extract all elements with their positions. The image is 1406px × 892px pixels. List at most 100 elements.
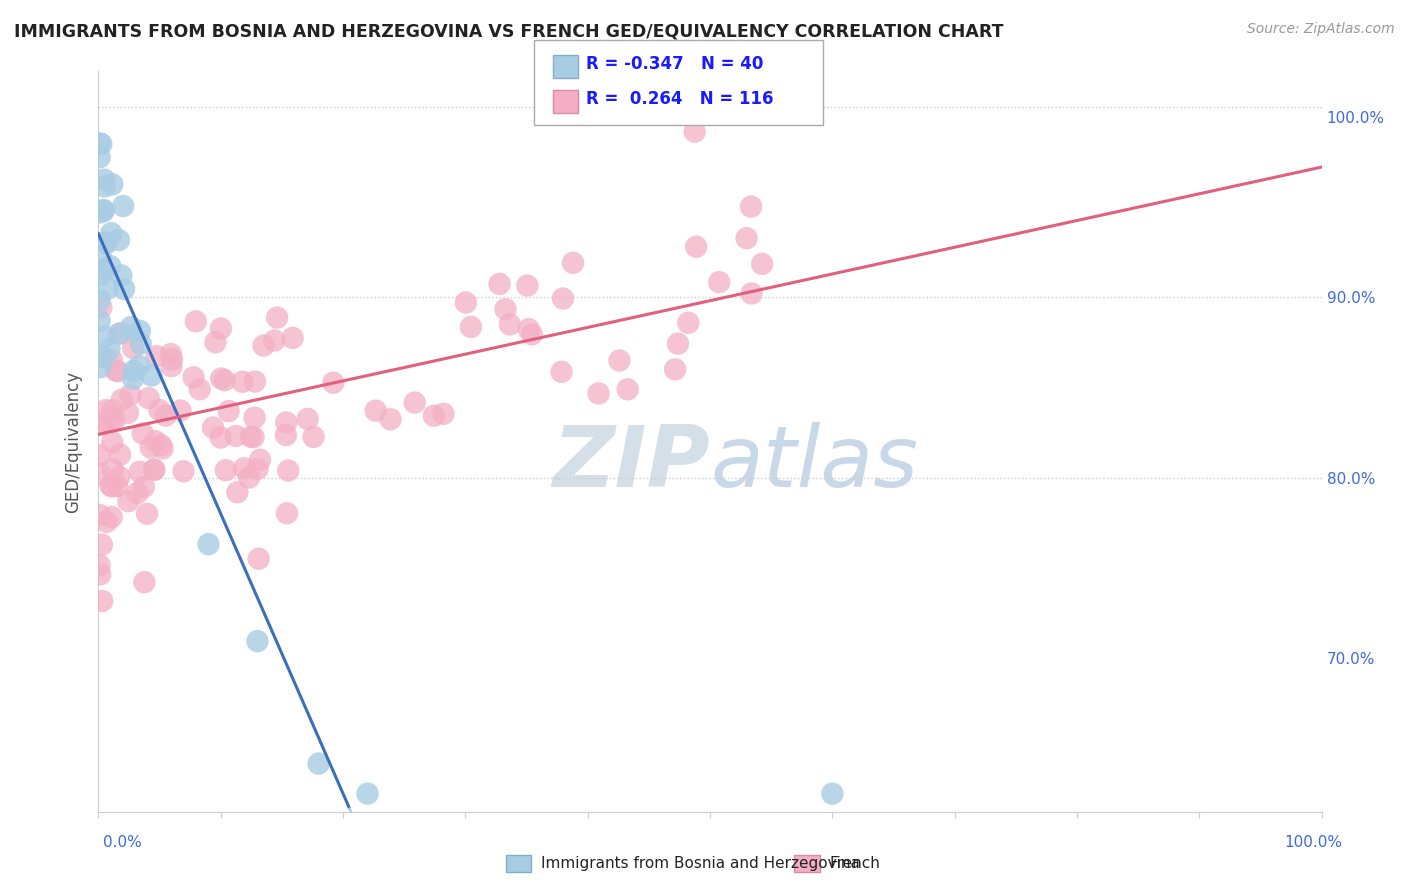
- Point: [103, 413, 125, 427]
- Point: [404, 395, 426, 409]
- Point: [117, 494, 139, 508]
- Point: [266, 310, 288, 325]
- Point: [136, 507, 159, 521]
- Point: [160, 359, 183, 374]
- Point: [215, 463, 238, 477]
- Point: [218, 404, 240, 418]
- Text: 0.0%: 0.0%: [103, 836, 142, 850]
- Point: [89, 205, 111, 219]
- Point: [89, 567, 111, 582]
- Point: [97, 281, 120, 295]
- Text: atlas: atlas: [710, 422, 918, 505]
- Point: [740, 200, 762, 214]
- Point: [105, 479, 128, 493]
- Point: [100, 352, 122, 367]
- Point: [247, 551, 270, 566]
- Point: [94, 329, 117, 343]
- Point: [238, 470, 260, 484]
- Point: [735, 231, 758, 245]
- Point: [246, 462, 269, 476]
- Point: [204, 335, 226, 350]
- Point: [101, 178, 124, 192]
- Point: [666, 336, 689, 351]
- Point: [110, 326, 132, 341]
- Point: [364, 403, 387, 417]
- Point: [101, 462, 124, 476]
- Point: [678, 316, 700, 330]
- Point: [145, 349, 167, 363]
- Point: [685, 240, 707, 254]
- Point: [138, 391, 160, 405]
- Point: [90, 250, 112, 264]
- Text: 100.0%: 100.0%: [1285, 836, 1343, 850]
- Point: [89, 467, 111, 481]
- Point: [169, 403, 191, 417]
- Point: [128, 324, 150, 338]
- Point: [89, 150, 111, 164]
- Point: [100, 226, 122, 240]
- Point: [139, 441, 162, 455]
- Point: [214, 373, 236, 387]
- Point: [243, 375, 266, 389]
- Point: [100, 478, 122, 492]
- Point: [127, 486, 149, 500]
- Point: [93, 204, 115, 219]
- Point: [499, 318, 522, 332]
- Point: [128, 465, 150, 479]
- Point: [197, 537, 219, 551]
- Point: [183, 370, 205, 384]
- Point: [107, 364, 129, 378]
- Point: [120, 320, 142, 334]
- Point: [302, 430, 325, 444]
- Point: [276, 506, 298, 520]
- Point: [184, 314, 207, 328]
- Point: [432, 407, 454, 421]
- Point: [709, 275, 731, 289]
- Point: [152, 442, 174, 456]
- Point: [143, 434, 166, 448]
- Point: [112, 199, 135, 213]
- Text: R =  0.264   N = 116: R = 0.264 N = 116: [586, 90, 773, 108]
- Point: [609, 353, 631, 368]
- Text: R = -0.347   N = 40: R = -0.347 N = 40: [586, 55, 763, 73]
- Text: Immigrants from Bosnia and Herzegovina: Immigrants from Bosnia and Herzegovina: [541, 856, 860, 871]
- Point: [242, 430, 264, 444]
- Y-axis label: GED/Equivalency: GED/Equivalency: [65, 370, 83, 513]
- Point: [297, 412, 319, 426]
- Point: [90, 268, 112, 282]
- Text: ZIP: ZIP: [553, 422, 710, 505]
- Point: [128, 359, 150, 373]
- Point: [209, 371, 232, 385]
- Point: [551, 292, 574, 306]
- Point: [122, 364, 145, 378]
- Point: [516, 278, 538, 293]
- Point: [94, 179, 117, 194]
- Point: [101, 403, 124, 417]
- Point: [741, 286, 763, 301]
- Point: [751, 257, 773, 271]
- Point: [148, 402, 170, 417]
- Point: [132, 426, 155, 441]
- Point: [821, 787, 844, 801]
- Point: [249, 452, 271, 467]
- Point: [111, 392, 134, 407]
- Point: [550, 365, 572, 379]
- Point: [89, 508, 111, 522]
- Point: [89, 558, 111, 573]
- Point: [201, 420, 224, 434]
- Point: [664, 362, 686, 376]
- Point: [93, 417, 115, 431]
- Point: [517, 322, 540, 336]
- Point: [423, 409, 446, 423]
- Point: [494, 302, 516, 317]
- Point: [188, 382, 211, 396]
- Point: [93, 351, 115, 365]
- Point: [89, 293, 111, 307]
- Point: [93, 202, 115, 217]
- Point: [108, 448, 131, 462]
- Point: [98, 259, 121, 273]
- Point: [101, 479, 124, 493]
- Point: [134, 575, 156, 590]
- Text: French: French: [830, 856, 880, 871]
- Point: [120, 388, 142, 402]
